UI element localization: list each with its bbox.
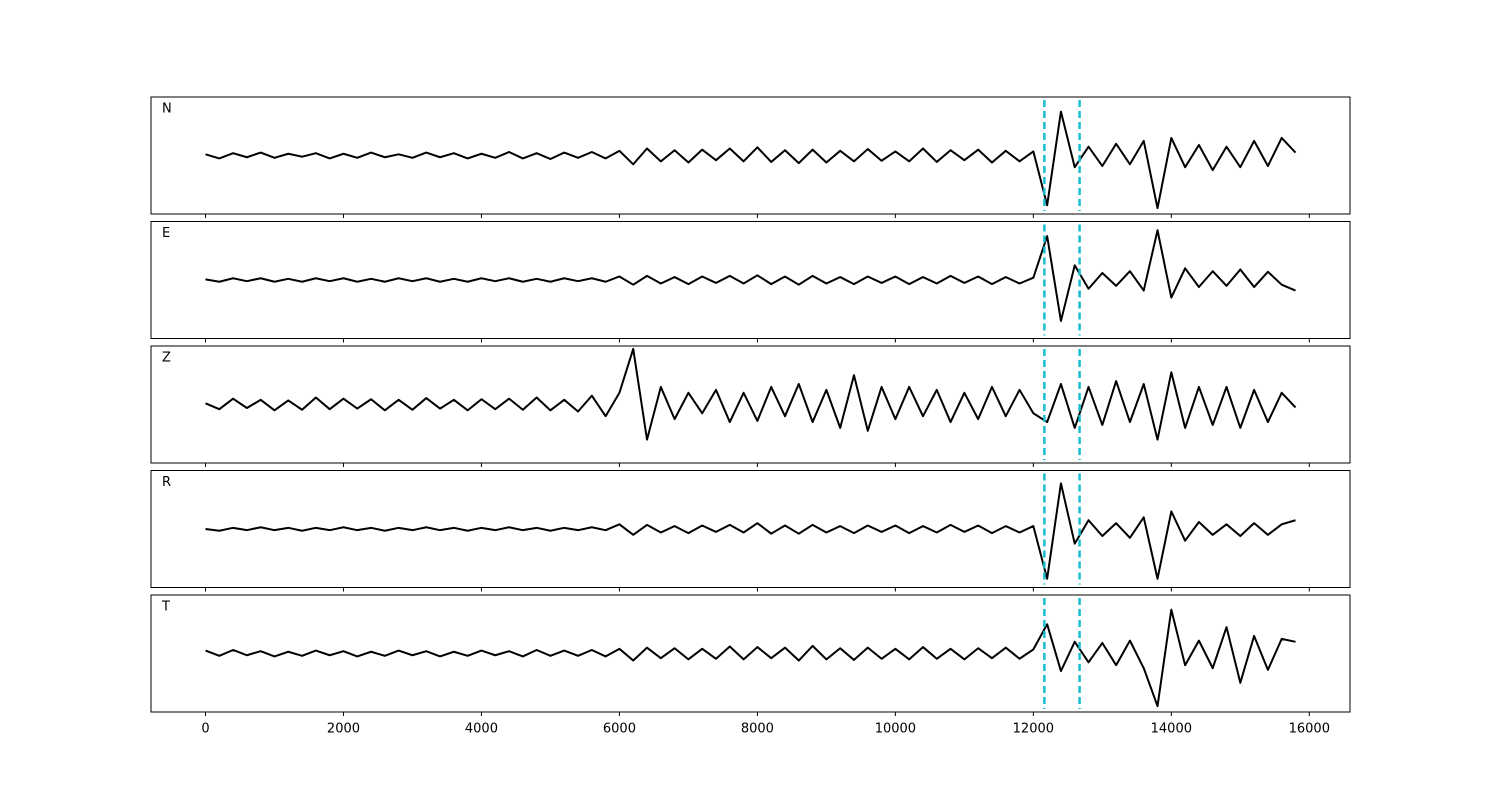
x-tick-label: 4000: [465, 722, 498, 737]
trace: [205, 347, 1297, 441]
x-tick-label: 0: [201, 722, 209, 737]
x-tick-label: 12000: [1013, 722, 1054, 737]
x-tick-label: 14000: [1151, 722, 1192, 737]
panel-frame: [150, 96, 1351, 215]
trace: [205, 229, 1296, 322]
panel-frame: [150, 594, 1351, 713]
x-tick-label: 8000: [741, 722, 774, 737]
trace: [205, 110, 1297, 210]
x-tick-label: 10000: [875, 722, 916, 737]
x-tick-label: 2000: [327, 722, 360, 737]
x-tick-label: 6000: [603, 722, 636, 737]
panel-frame: [150, 221, 1351, 339]
panel-label: Z: [162, 351, 171, 366]
panel-label: E: [162, 226, 170, 241]
panel-label: T: [161, 600, 170, 615]
x-tick-label: 16000: [1289, 722, 1330, 737]
panel-label: N: [162, 102, 172, 117]
panel-frame: [150, 470, 1351, 588]
panel-label: R: [162, 475, 171, 490]
trace: [205, 608, 1296, 708]
panel-frame: [150, 345, 1351, 464]
trace: [205, 482, 1296, 580]
